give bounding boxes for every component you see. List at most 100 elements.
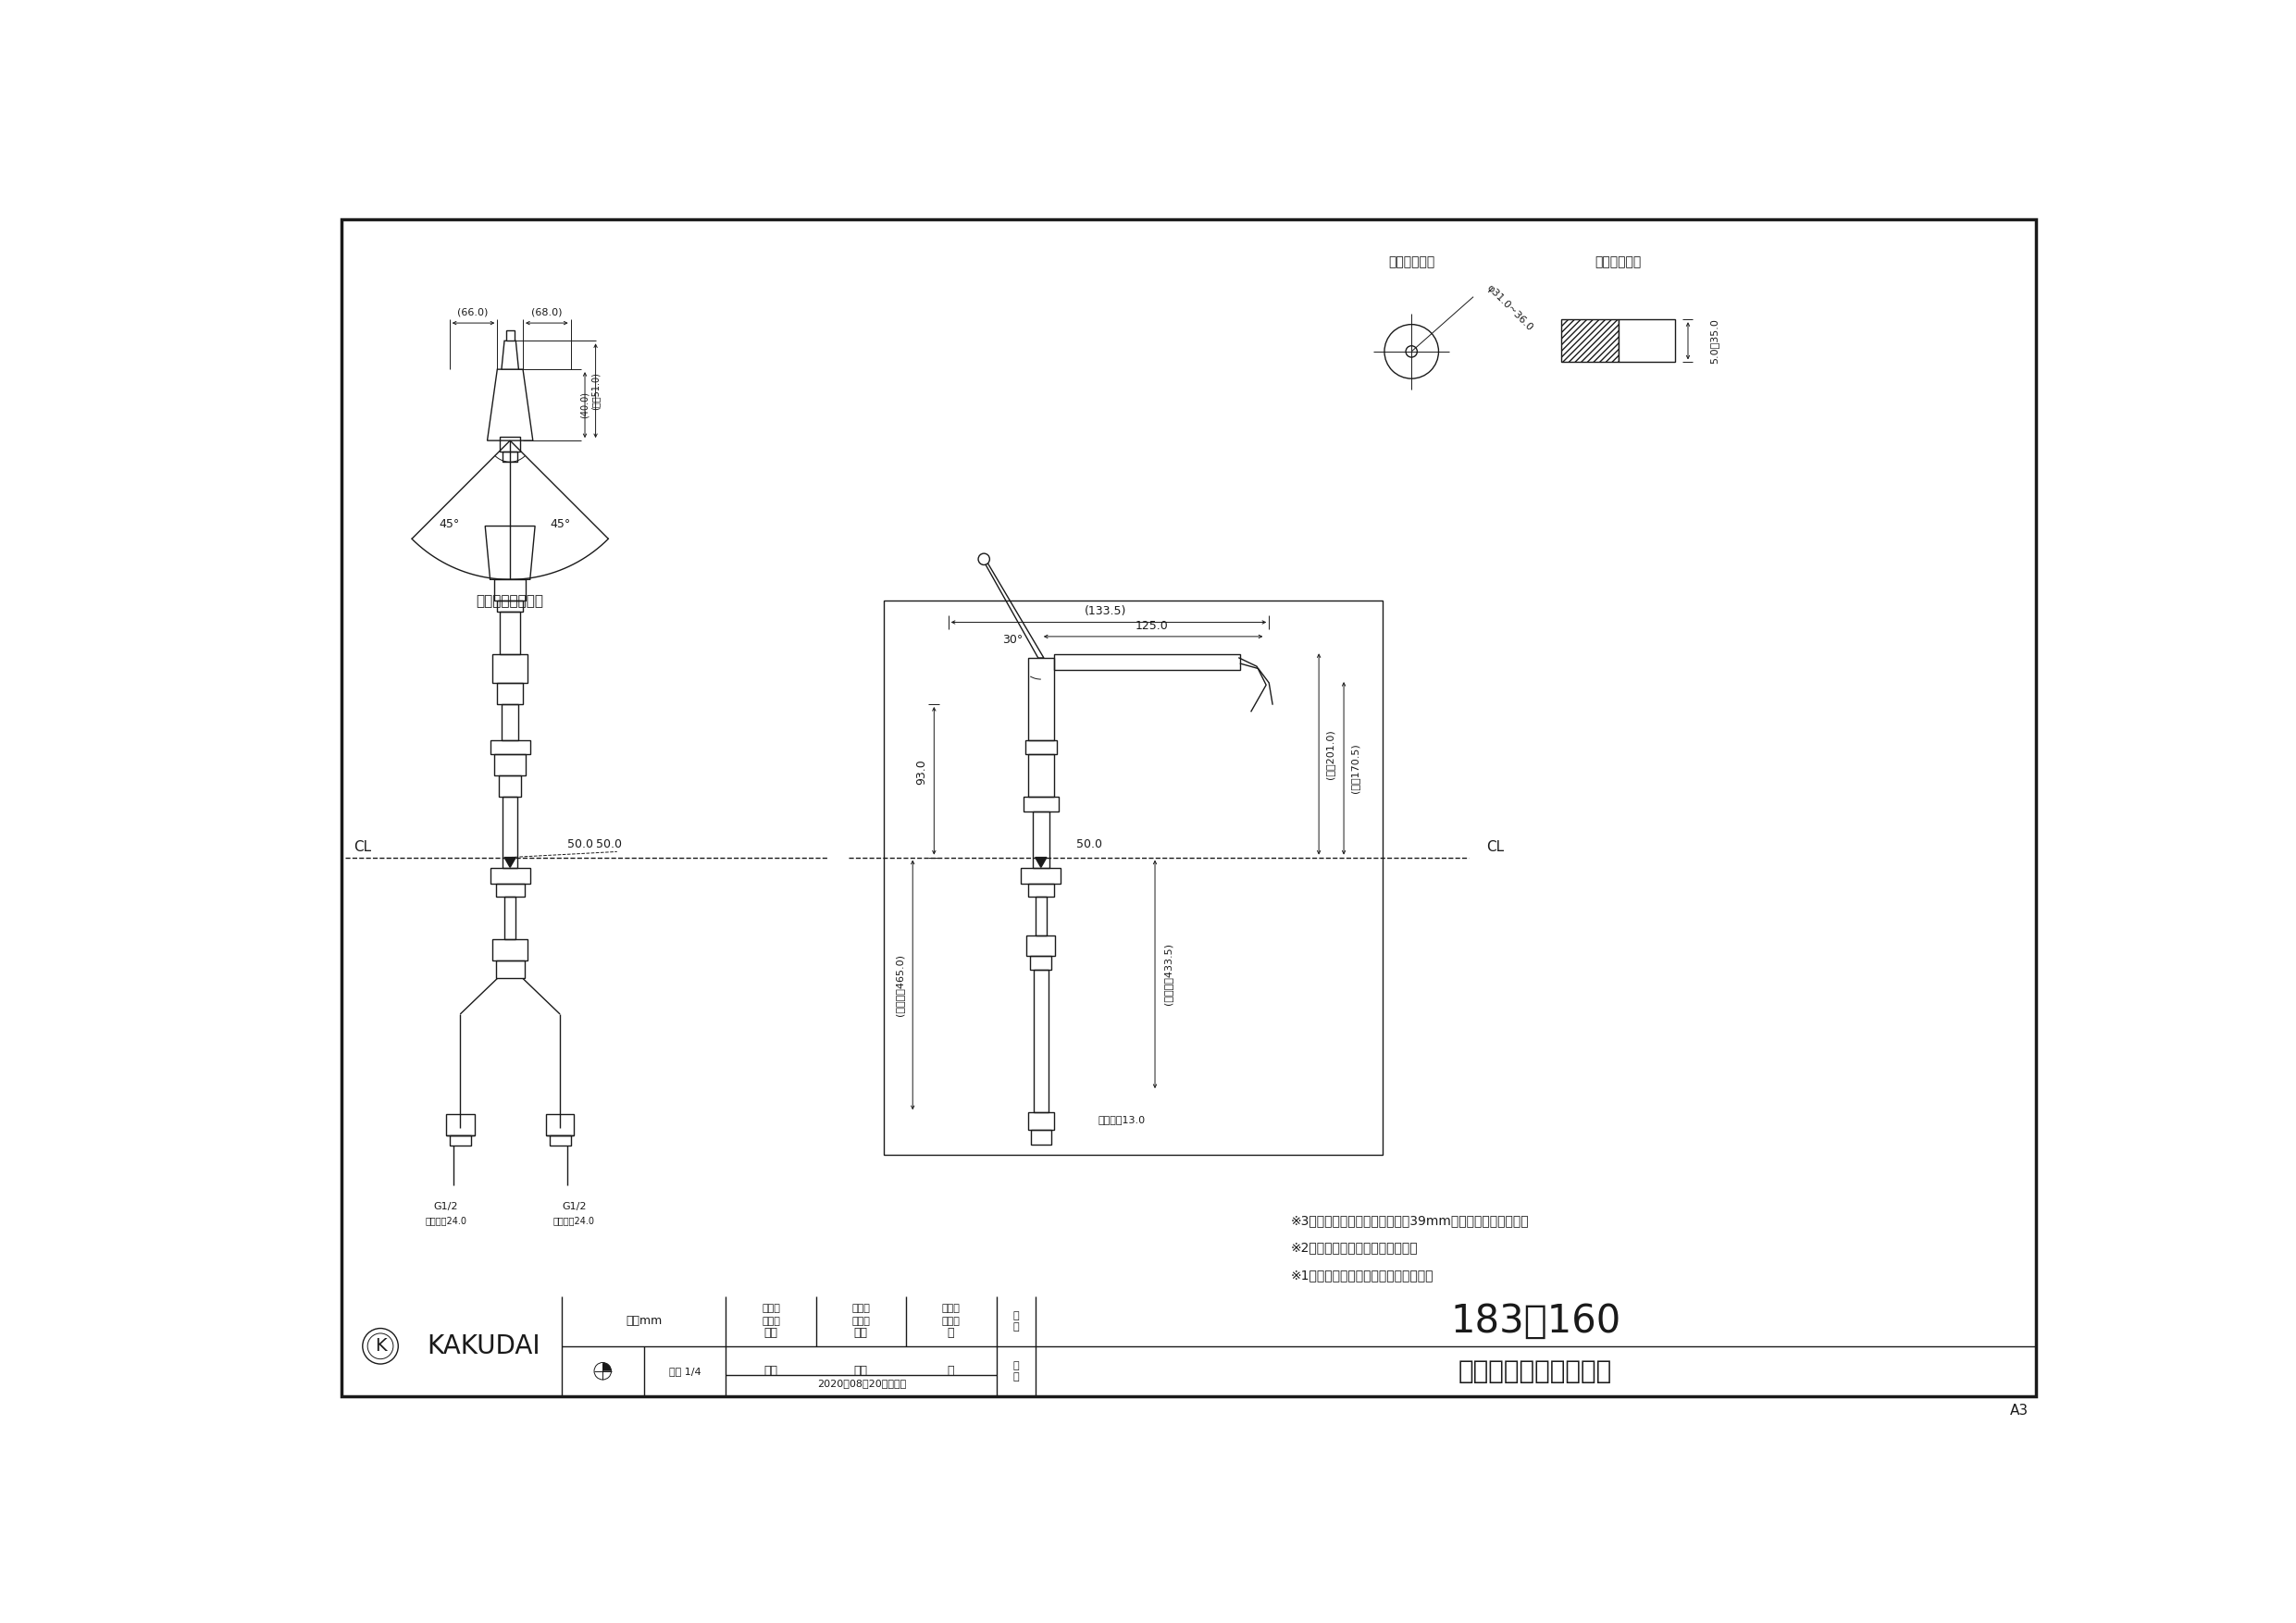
Bar (505, 896, 517, 940)
Text: (66.0): (66.0) (457, 308, 489, 316)
Bar (1561, 320, 1619, 362)
Text: 125.0: 125.0 (1134, 620, 1169, 631)
Text: 93.0: 93.0 (916, 760, 928, 784)
Text: 品
名: 品 名 (1013, 1362, 1019, 1381)
Text: CL: CL (354, 839, 372, 854)
Text: 六角対辺13.0: 六角対辺13.0 (1097, 1115, 1146, 1125)
Text: A3: A3 (2009, 1404, 2030, 1417)
Bar (1035, 896, 1047, 936)
Text: φ31.0~36.0: φ31.0~36.0 (1486, 282, 1534, 333)
Bar (1031, 1130, 1052, 1144)
Text: 承　認: 承 認 (941, 1316, 960, 1326)
Bar (450, 1134, 471, 1146)
Bar (1619, 320, 1676, 362)
Bar (884, 601, 1382, 1156)
Bar (503, 797, 517, 868)
Text: 黒崎: 黒崎 (765, 1365, 778, 1376)
Bar (491, 654, 528, 683)
Text: (68.0): (68.0) (530, 308, 563, 316)
Text: 承　認: 承 認 (941, 1303, 960, 1313)
Bar (489, 740, 530, 755)
Wedge shape (604, 1363, 611, 1371)
Bar (491, 940, 528, 961)
Text: (40.0): (40.0) (581, 391, 590, 419)
Text: (全長201.0): (全長201.0) (1325, 729, 1334, 779)
Text: 50.0: 50.0 (1077, 839, 1102, 850)
Text: 六角対辺24.0: 六角対辺24.0 (553, 1216, 595, 1225)
Text: G1/2: G1/2 (434, 1203, 459, 1211)
Bar (496, 961, 523, 979)
Bar (494, 755, 526, 776)
Bar (1026, 740, 1056, 755)
Text: K: K (374, 1337, 386, 1355)
Bar (505, 329, 514, 341)
Text: G1/2: G1/2 (563, 1203, 585, 1211)
Text: 45°: 45° (439, 518, 459, 531)
Bar (546, 1113, 574, 1134)
Text: 山田: 山田 (854, 1365, 868, 1376)
Bar (1026, 936, 1056, 956)
Polygon shape (1035, 857, 1047, 867)
Bar (501, 612, 521, 654)
Polygon shape (501, 341, 519, 370)
Text: 山田: 山田 (854, 1328, 868, 1339)
Text: (取付より433.5): (取付より433.5) (1164, 943, 1173, 1005)
Bar (1031, 956, 1052, 971)
Bar (1029, 1112, 1054, 1130)
Text: 50.0: 50.0 (595, 839, 622, 850)
Bar (1029, 657, 1054, 740)
Text: KAKUDAI: KAKUDAI (427, 1332, 540, 1358)
Text: 天洿取付穴径: 天洿取付穴径 (1389, 256, 1435, 269)
Bar (445, 1113, 475, 1134)
Bar (489, 868, 530, 885)
Text: 製　図: 製 図 (762, 1316, 781, 1326)
Text: ※1　（　）内寸法は参考寸法である。: ※1 （ ）内寸法は参考寸法である。 (1290, 1269, 1433, 1282)
Text: 50.0: 50.0 (567, 839, 592, 850)
Text: 5.0～35.0: 5.0～35.0 (1711, 318, 1720, 364)
Bar (1033, 971, 1047, 1112)
Text: 天洿締付範囲: 天洿締付範囲 (1596, 256, 1642, 269)
Text: 黒崎: 黒崎 (765, 1328, 778, 1339)
Polygon shape (484, 526, 535, 579)
Bar (498, 776, 521, 797)
Text: (水栓170.5): (水栓170.5) (1350, 743, 1359, 794)
Polygon shape (487, 370, 533, 440)
Bar (1022, 868, 1061, 885)
Text: 検　図: 検 図 (852, 1316, 870, 1326)
Bar (1054, 654, 1240, 670)
Text: ※2　止水栓を必ず設置すること。: ※2 止水栓を必ず設置すること。 (1290, 1242, 1417, 1255)
Bar (498, 683, 523, 704)
Text: (高さ51.0): (高さ51.0) (590, 372, 599, 409)
Text: 尺度 1/4: 尺度 1/4 (668, 1367, 700, 1376)
Text: 単位mm: 単位mm (627, 1315, 661, 1328)
Bar (1033, 812, 1049, 868)
Text: (133.5): (133.5) (1084, 605, 1125, 618)
Bar (503, 451, 517, 463)
Bar (494, 579, 526, 601)
Polygon shape (983, 560, 1045, 657)
Text: 製　図: 製 図 (762, 1303, 781, 1313)
Bar (498, 601, 523, 612)
Text: ※3　ブレードホースは曲げ半径39mm以上を確保すること。: ※3 ブレードホースは曲げ半径39mm以上を確保すること。 (1290, 1214, 1529, 1227)
Text: 六角対辺24.0: 六角対辺24.0 (425, 1216, 466, 1225)
Bar (501, 437, 521, 451)
Text: (取付より465.0): (取付より465.0) (895, 954, 905, 1016)
Text: 45°: 45° (549, 518, 569, 531)
Text: 2020年08月20日　作成: 2020年08月20日 作成 (817, 1378, 907, 1388)
Bar (501, 704, 519, 740)
Bar (1024, 797, 1058, 812)
Text: 検　図: 検 図 (852, 1303, 870, 1313)
Text: 祝: 祝 (946, 1365, 953, 1376)
Text: CL: CL (1486, 839, 1504, 854)
Bar (549, 1134, 572, 1146)
Text: 品
番: 品 番 (1013, 1311, 1019, 1331)
Bar (1029, 755, 1054, 797)
Text: 183－160: 183－160 (1451, 1302, 1621, 1341)
Circle shape (978, 553, 990, 565)
Text: 30°: 30° (1001, 635, 1022, 646)
Text: 祝: 祝 (946, 1328, 953, 1339)
Text: ハンドル回転角度: ハンドル回転角度 (475, 594, 544, 609)
Polygon shape (505, 857, 517, 867)
Text: シングルレバー混合栓: シングルレバー混合栓 (1458, 1358, 1612, 1384)
Bar (1029, 885, 1054, 896)
